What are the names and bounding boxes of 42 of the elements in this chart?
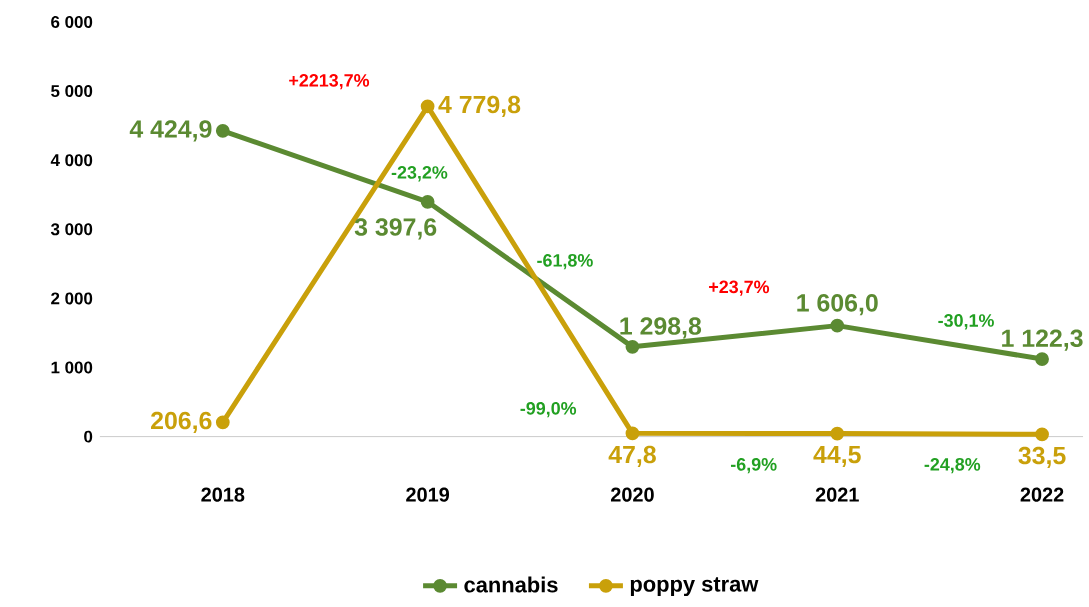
legend-label: cannabis (464, 576, 558, 593)
x-tick-label: 2020 (610, 487, 654, 502)
point (215, 415, 230, 430)
point (625, 426, 640, 440)
y-tick-label: 5 000 (51, 84, 93, 97)
x-tick-label: 2021 (815, 487, 859, 502)
data-label: 4 424,9 (129, 120, 212, 142)
y-tick-label: 2 000 (51, 292, 93, 305)
annotation: -99,0% (520, 401, 577, 418)
data-label: 4 779,8 (438, 95, 521, 117)
point (1035, 427, 1049, 441)
annotation: -23,2% (391, 165, 448, 182)
y-tick-label: 1 000 (51, 361, 93, 374)
annotation: +23,7% (709, 280, 770, 296)
data-label: 44,5 (813, 445, 861, 467)
x-tick-label: 2019 (406, 487, 450, 502)
point (420, 99, 435, 113)
data-label: 47,8 (608, 445, 656, 467)
data-label: 1 122,3 (1002, 329, 1083, 351)
point (1035, 351, 1049, 366)
data-label: 1 298,8 (620, 317, 702, 339)
point (215, 123, 230, 138)
point (420, 194, 435, 209)
data-label: 33,5 (1018, 446, 1066, 468)
text: -6,9% (730, 457, 777, 474)
x-tick-label: 2022 (1020, 487, 1064, 502)
data-label: 206,6 (151, 411, 212, 433)
x-tick-label: 2018 (201, 487, 245, 502)
text: -24,8% (924, 457, 981, 474)
y-tick-label: 6 000 (51, 15, 93, 28)
legend-label: poppy straw (630, 577, 759, 596)
data-label: 3 397,6 (354, 218, 437, 240)
point (830, 426, 845, 441)
point (625, 339, 640, 354)
data-label: 1 606,0 (797, 293, 878, 316)
y-tick-label: 4 000 (50, 154, 93, 166)
y-tick-label: 0 (84, 430, 93, 443)
annotation: -30,1% (938, 313, 994, 330)
y-tick-label: 3 000 (50, 223, 93, 236)
annotation: +2213,7% (289, 73, 370, 90)
annotation: -61,8% (537, 253, 593, 270)
point (830, 318, 845, 333)
